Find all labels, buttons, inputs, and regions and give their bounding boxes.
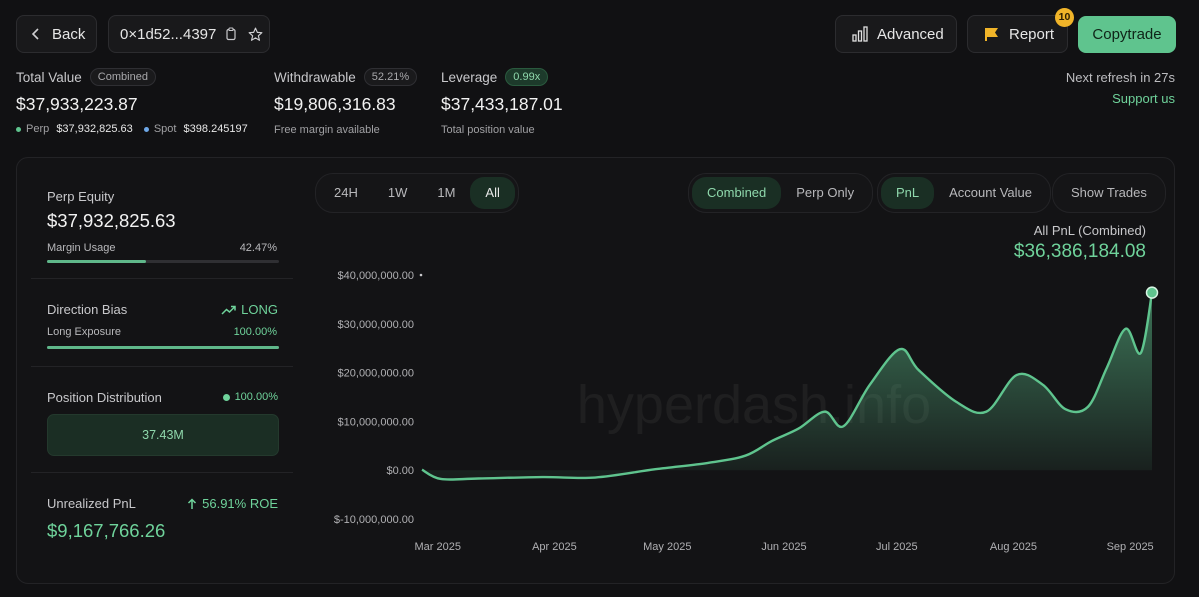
leverage-block: Leverage 0.99x $37,433,187.01 Total posi… (441, 68, 563, 136)
leverage-badge: 0.99x (505, 68, 549, 86)
perp-dot-icon (16, 126, 21, 132)
x-tick-label: Jul 2025 (876, 541, 918, 553)
y-tick-label: $30,000,000.00 (338, 319, 414, 331)
range-option-all[interactable]: All (470, 177, 515, 209)
report-count-badge: 10 (1055, 8, 1074, 27)
total-value-block: Total Value Combined $37,933,223.87 Perp… (16, 68, 248, 135)
long-exposure-fill (47, 346, 279, 349)
withdrawable-badge: 52.21% (363, 68, 418, 86)
unrealized-pnl-label: Unrealized PnL (47, 496, 136, 511)
range-option-1w[interactable]: 1W (387, 185, 408, 200)
address-chip: 0×1d52...4397 (108, 15, 270, 53)
x-tick-label: Jun 2025 (761, 541, 806, 553)
position-distribution-bar[interactable]: 37.43M (47, 414, 279, 456)
scope-selector: Combined Perp Only (688, 173, 874, 213)
divider (31, 472, 293, 473)
leverage-value: $37,433,187.01 (441, 94, 563, 114)
last-point-marker (1145, 286, 1159, 299)
metric-option-pnl[interactable]: PnL (881, 177, 935, 209)
total-value: $37,933,223.87 (16, 94, 138, 114)
perp-equity-value: $37,932,825.63 (47, 210, 176, 231)
direction-bias-label: Direction Bias (47, 302, 128, 317)
leverage-label: Leverage (441, 69, 498, 85)
position-distribution-value: 100.00% (234, 391, 278, 403)
leverage-sub: Total position value (441, 124, 535, 136)
pnl-area (422, 292, 1152, 480)
range-selector: 24H 1W 1M All (315, 173, 519, 213)
withdrawable-block: Withdrawable 52.21% $19,806,316.83 Free … (274, 68, 418, 136)
y-tick-label: $10,000,000.00 (338, 416, 414, 428)
status-dot-icon (222, 393, 230, 401)
margin-usage-value: 42.47% (239, 242, 277, 254)
x-tick-label: Aug 2025 (990, 541, 1037, 553)
scope-option-perp-only[interactable]: Perp Only (796, 185, 855, 200)
direction-text: LONG (241, 302, 278, 317)
direction-bias-value: LONG (221, 302, 278, 317)
main-panel: Perp Equity $37,932,825.63 Margin Usage … (16, 157, 1175, 584)
report-label: Report (1009, 25, 1055, 43)
unrealized-pnl-value: $9,167,766.26 (47, 520, 166, 541)
spot-value: $398.245197 (183, 123, 248, 135)
position-distribution-label: Position Distribution (47, 390, 162, 405)
perp-value: $37,932,825.63 (56, 123, 133, 135)
roe-indicator: 56.91% ROE (187, 496, 278, 511)
metric-option-account-value[interactable]: Account Value (949, 185, 1033, 200)
back-button[interactable]: Back (16, 15, 97, 53)
star-icon[interactable] (247, 26, 264, 43)
divider (31, 278, 293, 279)
range-option-1m[interactable]: 1M (437, 185, 456, 200)
advanced-button[interactable]: Advanced (835, 15, 957, 53)
support-link[interactable]: Support us (1112, 91, 1175, 106)
show-trades-label: Show Trades (1071, 185, 1147, 200)
position-distribution-percent: 100.00% (222, 391, 278, 403)
margin-usage-label: Margin Usage (47, 242, 116, 254)
chart-pnl-value: $36,386,184.08 (1013, 241, 1146, 262)
spot-label: Spot (153, 123, 177, 135)
bar-chart-icon (852, 26, 868, 42)
range-option-24h[interactable]: 24H (334, 185, 358, 200)
long-exposure-bar (47, 346, 279, 349)
perp-equity-label: Perp Equity (47, 189, 115, 204)
flag-icon (985, 27, 998, 41)
copytrade-button[interactable]: Copytrade (1078, 16, 1176, 53)
chart-title: All PnL (Combined) (1033, 223, 1146, 238)
long-exposure-label: Long Exposure (47, 326, 121, 338)
chevron-left-icon (31, 28, 39, 40)
perp-label: Perp (26, 123, 50, 135)
margin-usage-bar (47, 260, 279, 263)
withdrawable-label: Withdrawable (274, 69, 356, 85)
y-tick-label: $20,000,000.00 (338, 368, 414, 380)
withdrawable-sub: Free margin available (274, 124, 380, 136)
arrow-up-icon (188, 497, 197, 509)
wallet-address: 0×1d52...4397 (120, 25, 217, 43)
y-tick-label: $-10,000,000.00 (334, 514, 414, 526)
long-exposure-value: 100.00% (233, 326, 277, 338)
y-tick-label: $0.00 (386, 465, 414, 477)
back-label: Back (52, 25, 86, 43)
pnl-chart[interactable]: hyperdash.info$40,000,000.00$30,000,000.… (17, 158, 1174, 583)
trending-up-icon (221, 305, 236, 315)
spot-dot-icon (143, 126, 149, 132)
advanced-label: Advanced (877, 25, 944, 43)
copy-icon[interactable] (224, 27, 238, 41)
x-tick-label: May 2025 (643, 541, 691, 553)
x-tick-label: Mar 2025 (415, 541, 461, 553)
divider (31, 366, 293, 367)
x-tick-label: Apr 2025 (532, 541, 577, 553)
x-tick-label: Sep 2025 (1107, 541, 1154, 553)
total-value-label: Total Value (16, 69, 82, 85)
next-refresh-text: Next refresh in 27s (1065, 70, 1175, 85)
show-trades-button[interactable]: Show Trades (1052, 173, 1166, 213)
y-tick-label: $40,000,000.00 (338, 270, 414, 282)
combined-badge: Combined (89, 68, 156, 86)
withdrawable-value: $19,806,316.83 (274, 94, 396, 114)
roe-value: 56.91% ROE (202, 496, 278, 511)
scope-option-combined[interactable]: Combined (692, 177, 782, 209)
y-axis-marker (419, 273, 423, 277)
metric-selector: PnL Account Value (877, 173, 1052, 213)
report-button[interactable]: Report (967, 15, 1068, 53)
margin-usage-fill (47, 260, 146, 263)
pnl-line (421, 292, 1154, 481)
